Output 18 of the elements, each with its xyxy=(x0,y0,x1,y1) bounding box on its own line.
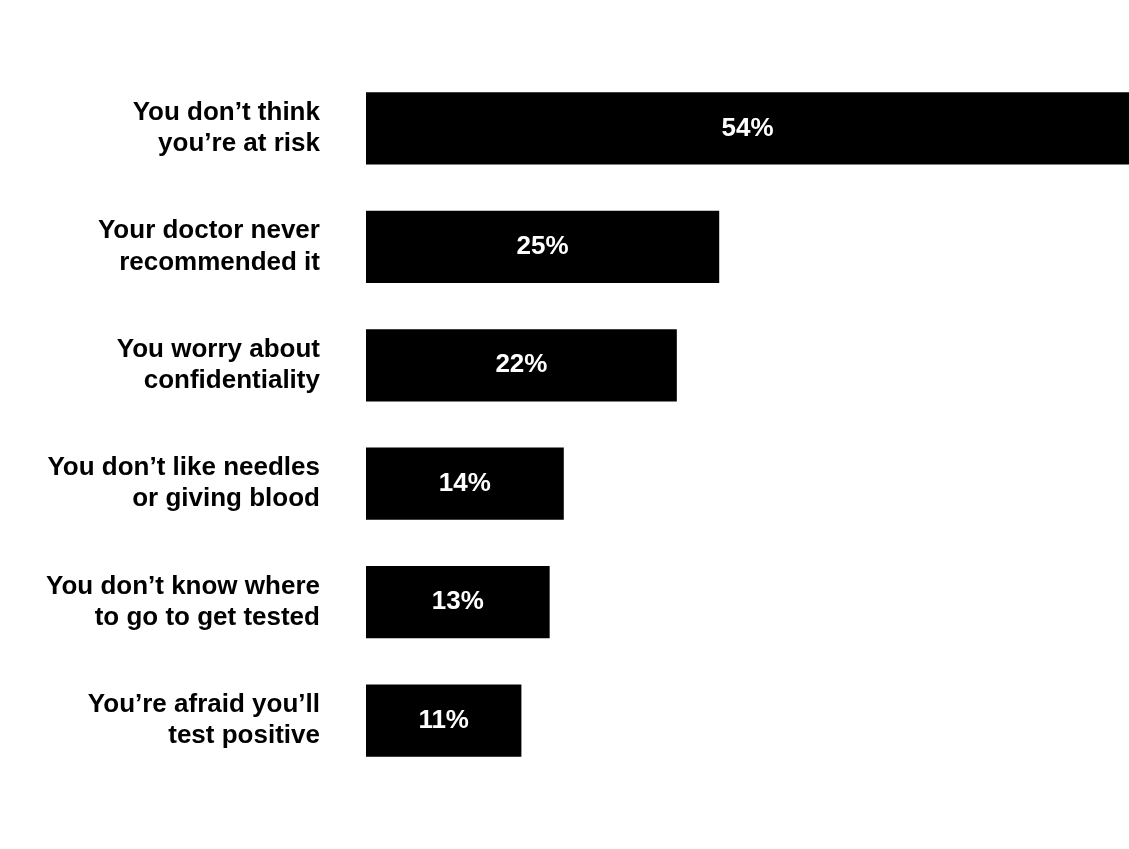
data-label: 14% xyxy=(438,466,491,497)
bar xyxy=(365,210,720,283)
y-tick-label: You don’t think you’re at risk xyxy=(132,95,321,158)
y-tick-label: Your doctor never recommended it xyxy=(97,214,321,276)
y-tick-label: You don’t like needles or giving blood xyxy=(47,451,320,513)
data-label: 13% xyxy=(431,585,484,616)
data-label: 54% xyxy=(721,111,774,142)
bar xyxy=(365,566,550,639)
bar xyxy=(365,92,1129,165)
y-tick-label: You don’t know where to go to get tested xyxy=(46,569,320,631)
data-label: 22% xyxy=(495,348,548,379)
bar xyxy=(365,329,677,402)
y-tick-label: You worry about confidentiality xyxy=(116,332,321,395)
bar xyxy=(365,684,522,757)
data-label: 25% xyxy=(516,230,569,261)
data-label: 11% xyxy=(418,703,469,734)
y-tick-label: You’re afraid you’ll test positive xyxy=(87,688,320,750)
bar xyxy=(365,447,564,520)
